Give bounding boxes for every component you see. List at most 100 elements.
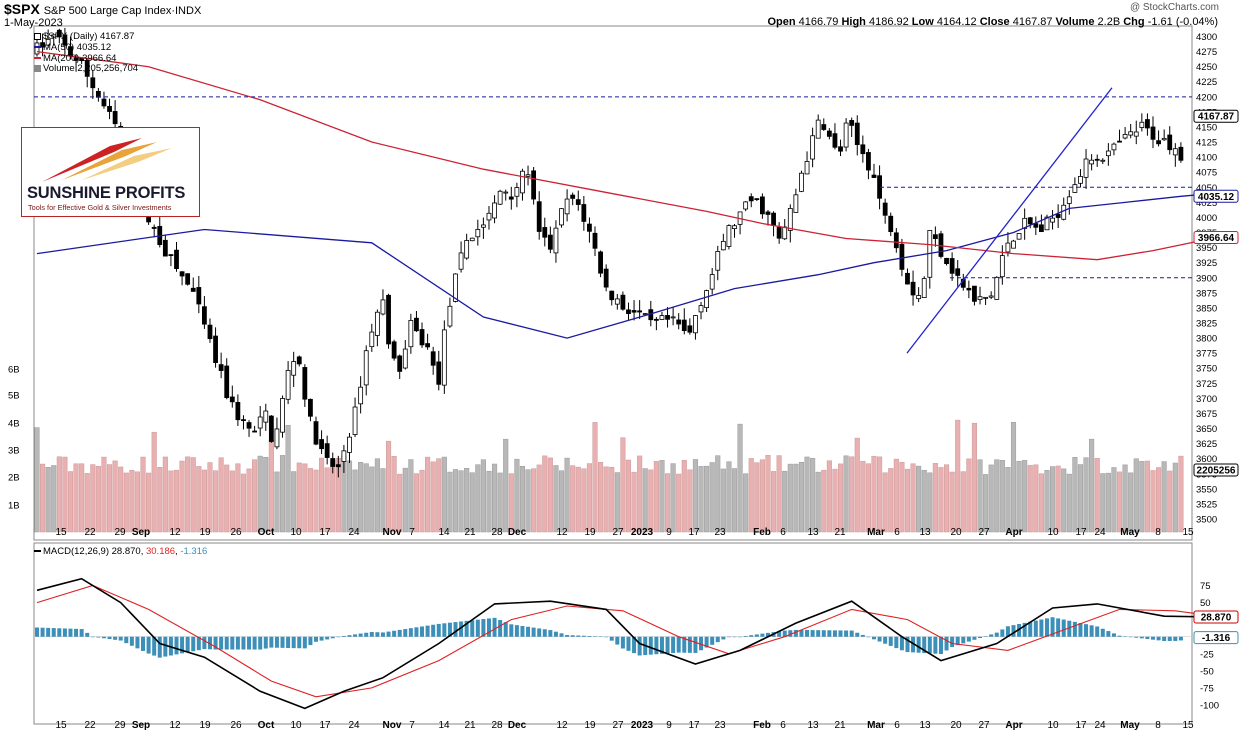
volume-bar: [95, 466, 101, 533]
macd-histogram-bar: [1084, 624, 1089, 637]
volume-bar: [1100, 473, 1106, 533]
volume-bar: [1094, 458, 1100, 533]
volume-bar: [798, 462, 805, 533]
macd-histogram-bar: [475, 619, 480, 637]
macd-histogram-bar: [855, 632, 860, 637]
candle-body: [1145, 119, 1150, 129]
macd-histogram-bar: [135, 636, 140, 649]
candle-body: [1133, 131, 1139, 137]
macd-histogram-bar: [258, 636, 263, 650]
candle-body: [218, 364, 224, 371]
macd-histogram-bar: [459, 621, 464, 637]
macd-histogram-bar: [866, 636, 871, 638]
volume-bar: [877, 456, 883, 533]
macd-histogram-bar: [978, 636, 983, 638]
volume-bar: [726, 461, 732, 533]
macd-histogram-bar: [514, 625, 519, 637]
macd-histogram-bar: [805, 630, 810, 637]
candle-body: [977, 296, 983, 300]
volume-bar: [1161, 461, 1167, 533]
volume-bar: [252, 459, 258, 533]
macd-histogram-bar: [765, 632, 770, 637]
candle-body: [1178, 146, 1184, 161]
volume-bar: [425, 456, 431, 533]
candle-body: [754, 198, 760, 201]
macd-histogram-bar: [291, 636, 296, 649]
volume-bar: [185, 456, 191, 533]
candle-body: [743, 201, 749, 210]
macd-histogram-bar: [481, 619, 486, 637]
macd-histogram-bar: [933, 636, 938, 654]
volume-bar: [408, 459, 414, 533]
candle-body: [782, 226, 788, 240]
macd-histogram-bar: [749, 635, 754, 637]
macd-histogram-bar: [738, 636, 743, 638]
candle-body: [626, 309, 631, 315]
macd-histogram-bar: [950, 636, 955, 647]
volume-bar: [1077, 464, 1084, 533]
macd-histogram-bar: [1100, 628, 1105, 637]
macd-histogram-bar: [704, 636, 709, 648]
macd-histogram-bar: [113, 636, 118, 640]
macd-histogram-bar: [1089, 625, 1094, 637]
x-tick-label: Dec: [508, 720, 527, 731]
candle-body: [369, 331, 375, 348]
candle-body: [1055, 213, 1061, 218]
macd-histogram-bar: [816, 630, 821, 637]
x-tick-label: Apr: [1005, 527, 1022, 538]
candle-body: [1172, 148, 1178, 156]
macd-histogram-bar: [542, 629, 547, 637]
macd-histogram-bar: [219, 636, 224, 650]
candle-body: [575, 199, 581, 205]
macd-histogram-bar: [464, 620, 469, 637]
legend-macd: MACD(12,26,9) 28.870, 30.186, -1.316: [34, 546, 207, 557]
macd-histogram-bar: [486, 618, 491, 637]
x-tick-label: 15: [1182, 527, 1194, 538]
volume-bar: [1133, 458, 1139, 533]
candle-body: [380, 299, 386, 315]
macd-histogram-bar: [581, 635, 586, 637]
volume-bar: [1005, 467, 1011, 533]
candle-body: [1016, 233, 1022, 240]
price-tick-label: 3625: [1196, 439, 1217, 450]
x-tick-label: 17: [1075, 527, 1087, 538]
macd-histogram-bar: [1072, 621, 1077, 637]
volume-bar: [637, 455, 643, 533]
x-tick-label: 17: [688, 527, 700, 538]
x-tick-label: 20: [950, 720, 962, 731]
volume-bar: [1144, 460, 1150, 533]
candle-body: [748, 196, 754, 202]
ma200-price-tag: 3966.64: [1198, 233, 1235, 244]
x-tick-label: 6: [894, 720, 900, 731]
volume-tick-label: 3B: [8, 446, 20, 457]
macd-histogram-bar: [537, 628, 542, 637]
sunshine-profits-logo: SUNSHINE PROFITS Tools for Effective Gol…: [21, 127, 200, 217]
volume-bar: [620, 437, 626, 533]
volume-bar: [464, 468, 470, 533]
volume-bar: [938, 467, 944, 533]
price-tick-label: 3750: [1196, 364, 1217, 375]
candle-body: [1022, 217, 1028, 229]
candle-body: [347, 436, 352, 453]
macd-histogram-bar: [74, 628, 79, 637]
legend-ma200: MA(200) 3966.64: [34, 53, 116, 64]
volume-bar: [625, 459, 632, 533]
volume-bar: [826, 460, 832, 533]
macd-histogram-bar: [754, 634, 759, 637]
candle-body: [988, 295, 994, 298]
volume-bar: [196, 466, 202, 533]
candle-body: [553, 227, 559, 254]
volume-tag-box: [1193, 463, 1239, 477]
macd-histogram-bar: [810, 630, 815, 637]
volume-bar: [397, 473, 403, 533]
candle-body: [587, 223, 592, 232]
macd-histogram-bar: [1067, 620, 1072, 637]
macd-histogram-bar: [51, 628, 56, 637]
macd-histogram-bar: [1044, 618, 1049, 637]
macd-histogram-bar: [414, 627, 419, 637]
candle-body: [497, 190, 503, 205]
macd-histogram-bar: [844, 630, 849, 637]
volume-bar: [441, 456, 447, 533]
logo-swoosh-icon: [42, 138, 172, 182]
x-tick-label: 28: [491, 720, 503, 731]
